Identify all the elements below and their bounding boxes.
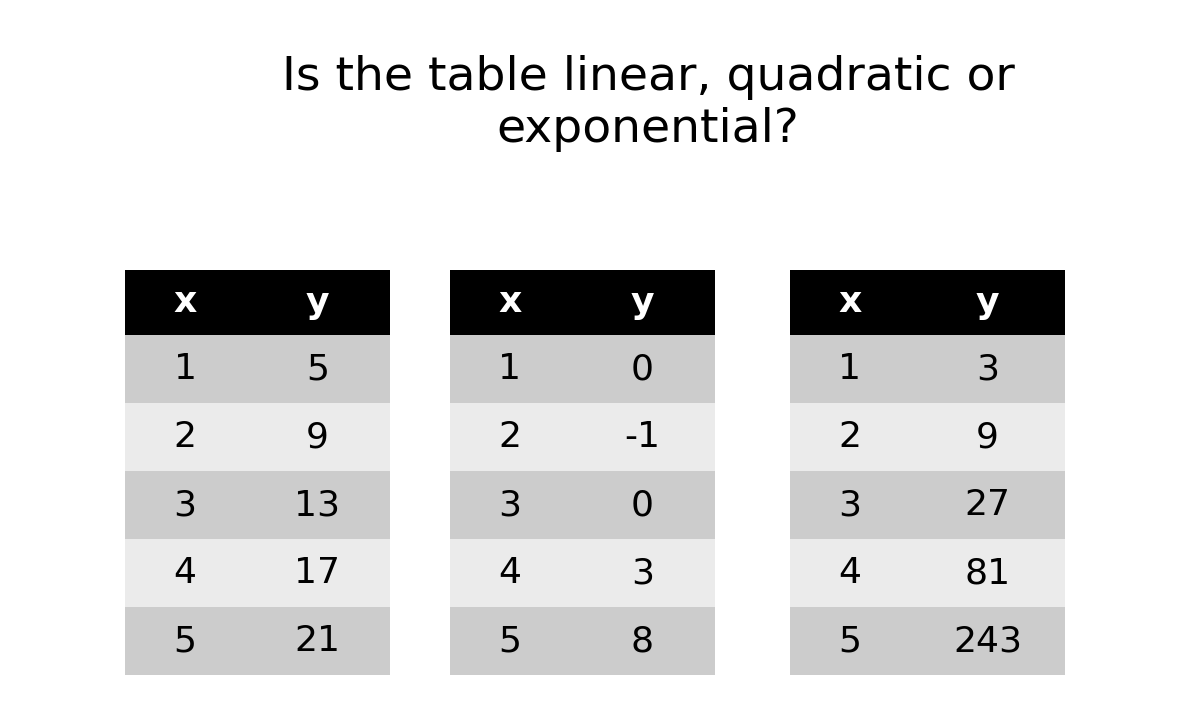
Text: 5: 5 xyxy=(498,624,522,658)
Bar xyxy=(910,335,1066,403)
Bar xyxy=(450,539,570,607)
Bar xyxy=(450,607,570,675)
Bar xyxy=(790,335,910,403)
Bar xyxy=(910,539,1066,607)
Text: y: y xyxy=(306,285,329,319)
Bar xyxy=(125,539,245,607)
Text: 4: 4 xyxy=(174,556,197,590)
Text: Is the table linear, quadratic or: Is the table linear, quadratic or xyxy=(282,55,1014,100)
Bar xyxy=(450,335,570,403)
Text: 13: 13 xyxy=(294,488,341,522)
Bar xyxy=(790,403,910,471)
Bar xyxy=(245,335,390,403)
Bar xyxy=(570,403,715,471)
Bar xyxy=(910,270,1066,335)
Bar xyxy=(910,403,1066,471)
Bar xyxy=(245,403,390,471)
Text: 81: 81 xyxy=(965,556,1010,590)
Text: exponential?: exponential? xyxy=(497,107,799,152)
Text: 3: 3 xyxy=(631,556,654,590)
Text: 0: 0 xyxy=(631,488,654,522)
Text: 0: 0 xyxy=(631,352,654,386)
Text: x: x xyxy=(173,285,197,319)
Text: 4: 4 xyxy=(839,556,862,590)
Bar xyxy=(790,471,910,539)
Bar xyxy=(570,471,715,539)
Text: 3: 3 xyxy=(174,488,197,522)
Text: 9: 9 xyxy=(976,420,998,454)
Bar xyxy=(245,270,390,335)
Bar xyxy=(450,403,570,471)
Text: y: y xyxy=(976,285,1000,319)
Text: 243: 243 xyxy=(953,624,1022,658)
Bar xyxy=(245,539,390,607)
Text: 17: 17 xyxy=(294,556,341,590)
Text: 3: 3 xyxy=(498,488,522,522)
Text: 1: 1 xyxy=(839,352,862,386)
Bar xyxy=(125,607,245,675)
Text: 5: 5 xyxy=(839,624,862,658)
Text: 8: 8 xyxy=(631,624,654,658)
Bar xyxy=(570,539,715,607)
Text: y: y xyxy=(631,285,654,319)
Text: 21: 21 xyxy=(294,624,341,658)
Bar xyxy=(910,607,1066,675)
Bar xyxy=(450,270,570,335)
Text: 5: 5 xyxy=(174,624,197,658)
Bar xyxy=(570,335,715,403)
Bar xyxy=(125,403,245,471)
Bar xyxy=(910,471,1066,539)
Bar xyxy=(125,335,245,403)
Bar xyxy=(570,607,715,675)
Text: -1: -1 xyxy=(624,420,660,454)
Bar xyxy=(790,539,910,607)
Bar xyxy=(570,270,715,335)
Text: x: x xyxy=(839,285,862,319)
Text: 3: 3 xyxy=(976,352,998,386)
Bar xyxy=(245,607,390,675)
Text: 2: 2 xyxy=(839,420,862,454)
Bar xyxy=(125,270,245,335)
Text: 2: 2 xyxy=(174,420,197,454)
Text: 27: 27 xyxy=(965,488,1010,522)
Text: 1: 1 xyxy=(498,352,522,386)
Text: 2: 2 xyxy=(498,420,522,454)
Bar xyxy=(790,607,910,675)
Text: 9: 9 xyxy=(306,420,329,454)
Text: 1: 1 xyxy=(174,352,197,386)
Bar xyxy=(125,471,245,539)
Bar xyxy=(245,471,390,539)
Bar xyxy=(450,471,570,539)
Text: 3: 3 xyxy=(839,488,862,522)
Bar xyxy=(790,270,910,335)
Text: x: x xyxy=(498,285,522,319)
Text: 4: 4 xyxy=(498,556,522,590)
Text: 5: 5 xyxy=(306,352,329,386)
